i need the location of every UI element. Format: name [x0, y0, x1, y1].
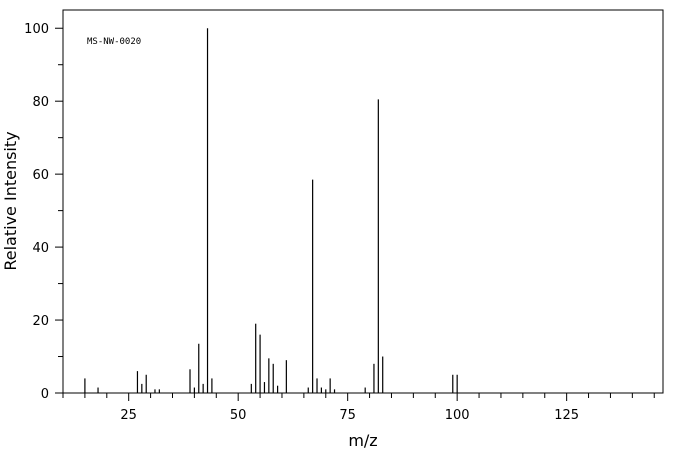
x-tick-label: 125 — [554, 408, 579, 423]
x-tick-label: 100 — [445, 408, 470, 423]
y-tick-label: 60 — [32, 168, 49, 183]
x-tick-label: 75 — [339, 408, 356, 423]
y-tick-label: 20 — [32, 314, 49, 329]
annotation: MS-NW-0020 — [87, 37, 141, 47]
x-tick-label: 50 — [230, 408, 247, 423]
y-tick-label: 80 — [32, 95, 49, 110]
plot-frame — [62, 9, 664, 394]
x-tick-label: 25 — [120, 408, 137, 423]
y-tick-label: 100 — [24, 22, 49, 37]
y-tick-label: 0 — [41, 387, 49, 402]
y-axis-label: Relative Intensity — [1, 131, 20, 270]
x-axis-label: m/z — [348, 431, 377, 450]
y-tick-label: 40 — [32, 241, 49, 256]
